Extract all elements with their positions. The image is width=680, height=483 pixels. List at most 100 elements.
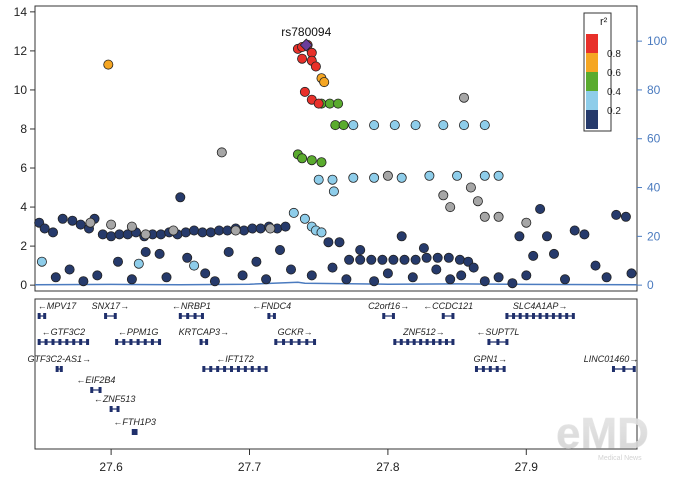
snp-point [348,120,359,131]
gene-track: ←MPV17 SNX17→ ←NRBP1 ←FNDC4 C2orf16→ ←CCDC121… [27,301,638,435]
gene-exon [37,313,41,319]
gene-exon [216,366,220,372]
gene-exon [205,339,209,345]
gene-exon [274,339,278,345]
snp-point [620,211,631,222]
gene-label: ←FTH1P3 [113,417,156,427]
gene-label: ←PPM1G [118,327,159,337]
gene-label: ←GTF3C2 [42,327,86,337]
snp-point [319,77,330,88]
gene-exon [289,339,293,345]
snp-point [366,254,377,265]
lead-snp-label: rs780094 [281,25,331,39]
x-tick-label: 27.6 [99,460,123,474]
snp-point [230,225,241,236]
snp-point [514,231,525,242]
gene-label: ZNF512→ [402,327,445,337]
snp-point [197,227,208,238]
gene-label: ←CCDC121 [423,301,473,311]
snp-point [323,237,334,248]
snp-point [355,254,366,265]
legend-tick-label: 0.2 [607,106,621,117]
snp-point [479,170,490,181]
gene-exon [272,313,276,319]
snp-point [431,264,442,275]
snp-point [369,120,380,131]
snp-point [175,192,186,203]
snp-point [113,256,124,267]
snp-point [237,270,248,281]
gene-exon [496,339,500,345]
gene-exon [122,339,126,345]
gene-exon [115,339,119,345]
gene-exon [257,366,261,372]
gene-panel-frame [34,298,638,450]
gene-exon [297,339,301,345]
snp-point [493,170,504,181]
snp-point [209,276,220,287]
snp-point [468,262,479,273]
gene-eif2b4: ←EIF2B4 [76,375,115,393]
left-y-tick-label: 6 [20,161,27,175]
gene-exon [116,406,120,412]
gene-label: ←MPV17 [38,301,78,311]
gene-exon [178,313,182,319]
snp-point [274,244,285,255]
snp-point [388,254,399,265]
gene-exon [558,313,562,319]
gene-exon [488,366,492,372]
left-y-tick-label: 8 [20,122,27,136]
snp-point [288,207,299,218]
snp-point [330,120,341,131]
gene-exon [58,339,62,345]
gene-exon [136,339,140,345]
gene-label: ←FNDC4 [252,301,291,311]
gene-label: ←IFT172 [216,354,254,364]
watermark-text: eMD [556,409,649,458]
gene-exon [474,366,478,372]
gene-exon [571,313,575,319]
snp-point [180,227,191,238]
gene-exon [90,387,94,393]
left-y-tick-label: 10 [14,83,28,97]
gene-exon [250,366,254,372]
snp-point [297,153,308,164]
gene-exon [399,339,403,345]
gene-exon [86,339,90,345]
gene-ift172: ←IFT172 [202,354,268,372]
snp-point [521,217,532,228]
gene-exon [109,406,113,412]
gene-label: SNX17→ [92,301,130,311]
snp-point [590,260,601,271]
snp-point [316,227,327,238]
gene-fndc4: ←FNDC4 [252,301,291,319]
snp-point [507,278,518,289]
gene-gpn1: GPN1→ [474,354,507,372]
snp-point [334,237,345,248]
snp-point [493,211,504,222]
snp-point [310,61,321,72]
snp-point [297,53,308,64]
watermark-logo: eMD Medical News [556,409,649,462]
gene-exon [525,313,529,319]
gene-ccdc121: ←CCDC121 [423,301,473,319]
snp-point [341,274,352,285]
right-y-tick-label: 40 [647,181,661,195]
gene-exon [193,313,197,319]
gene-mpv17: ←MPV17 [37,301,78,319]
gene-exon [55,366,59,372]
legend-swatch [586,53,598,72]
legend-tick-label: 0.6 [607,68,621,79]
x-axis: 27.6 27.7 27.8 27.9 [99,449,538,474]
gene-exon [551,313,555,319]
gene-exon [243,366,247,372]
gene-exon [186,313,190,319]
snp-point [57,213,68,224]
gene-exon [267,313,271,319]
left-y-tick-label: 2 [20,239,27,253]
snp-point [445,202,456,213]
snp-point [154,248,165,259]
snp-point [560,274,571,285]
gene-nrbp1: ←NRBP1 [172,301,211,319]
